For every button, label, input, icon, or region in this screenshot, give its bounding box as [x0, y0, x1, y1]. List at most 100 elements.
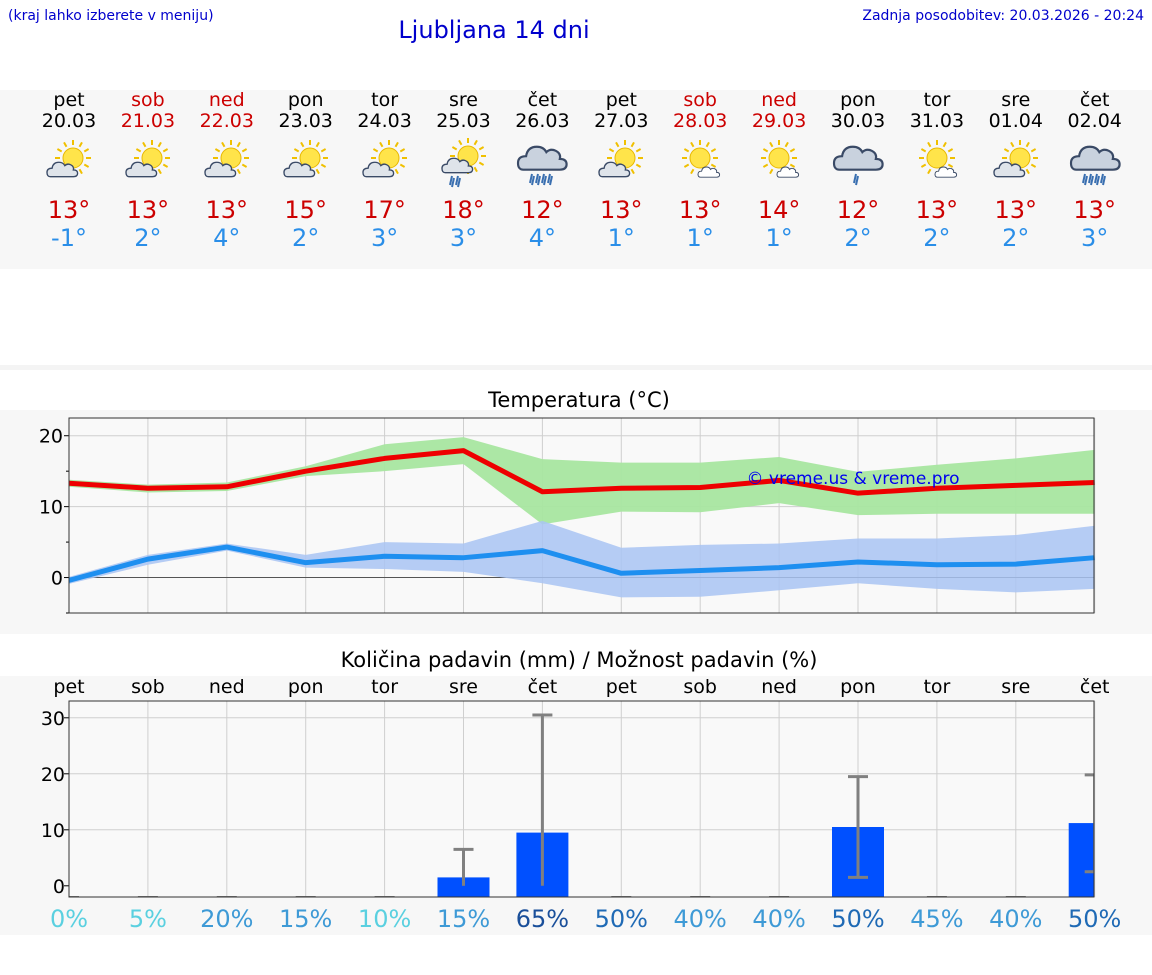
forecast-day: ned 22.03 13° 4°: [187, 90, 267, 252]
x-category-label: pon: [288, 676, 324, 698]
min-temperature: 2°: [923, 224, 951, 252]
max-temperature: 13°: [205, 196, 249, 224]
sun-small-cloud-icon: [660, 138, 740, 194]
max-temperature: 13°: [1073, 196, 1116, 224]
day-date: 26.03: [515, 110, 570, 132]
max-temperature: 18°: [442, 196, 485, 224]
min-temperature: 4°: [528, 224, 557, 252]
min-temperature: 2°: [844, 224, 872, 252]
min-temperature: 3°: [449, 224, 478, 252]
cloud-light-rain-icon: [818, 138, 898, 194]
precipitation-bar: [1068, 823, 1094, 897]
precipitation-plot: pet sob ned pon tor sre čet pet sob ned pon tor sre č…: [41, 676, 1122, 933]
day-name: pet: [53, 89, 85, 111]
precipitation-probability: 50%: [1068, 905, 1121, 933]
precipitation-probability: 50%: [595, 905, 648, 933]
max-temperature: 13°: [994, 196, 1038, 224]
precipitation-probability: 10%: [358, 905, 411, 933]
day-date: 22.03: [199, 110, 254, 132]
precipitation-probability: 40%: [674, 905, 727, 933]
y-tick-label: 10: [39, 497, 63, 519]
day-date: 23.03: [278, 110, 333, 132]
max-temperature: 15°: [284, 196, 327, 224]
precipitation-probability: 50%: [831, 905, 884, 933]
day-name: čet: [527, 89, 558, 111]
sun-cloud-icon: [345, 138, 425, 194]
max-temperature: 14°: [757, 196, 801, 224]
cloud-rain-icon: [1055, 138, 1135, 194]
precipitation-probability: 5%: [129, 905, 167, 933]
day-date: 27.03: [594, 110, 649, 132]
temperature-chart-title: Temperatura (°C): [488, 388, 670, 412]
sun-small-cloud-icon: [739, 138, 819, 194]
sun-cloud-icon: [976, 138, 1056, 194]
max-temperature: 13°: [126, 196, 170, 224]
plot-frame: [68, 700, 1095, 898]
day-name: sob: [683, 89, 717, 111]
forecast-day: tor 24.03 17° 3°: [345, 90, 425, 252]
max-temperature: 13°: [915, 196, 959, 224]
day-date: 30.03: [830, 110, 886, 132]
precipitation-marks: [69, 713, 1094, 897]
sun-cloud-icon: [108, 138, 188, 194]
day-date: 31.03: [909, 110, 965, 132]
day-name: ned: [208, 89, 245, 111]
day-date: 29.03: [751, 110, 807, 132]
y-tick-label: 10: [41, 820, 65, 842]
day-date: 20.03: [41, 110, 97, 132]
forecast-day: sre 01.04 13° 2°: [976, 90, 1056, 252]
forecast-day: pon 23.03 15° 2°: [266, 90, 346, 252]
day-name: pet: [605, 89, 637, 111]
plot-area: [69, 701, 1094, 897]
min-temperature: 3°: [1081, 224, 1109, 252]
precipitation-probability: 65%: [516, 905, 569, 933]
forecast-day: čet 02.04 13° 3°: [1055, 90, 1135, 252]
sun-cloud-icon: [187, 138, 267, 194]
y-tick-label: 0: [51, 568, 63, 590]
day-name: čet: [1079, 89, 1110, 111]
max-temperature: 17°: [363, 196, 406, 224]
x-category-label: pet: [53, 676, 84, 698]
max-temperature: 12°: [521, 196, 564, 224]
precipitation-probability: 45%: [910, 905, 963, 933]
min-temperature: 2°: [292, 224, 320, 252]
y-tick-label: 0: [53, 876, 65, 898]
max-temperature-line: [68, 448, 1095, 496]
min-temperature: 4°: [213, 224, 241, 252]
x-category-label: ned: [209, 676, 245, 698]
day-name: sre: [1001, 89, 1031, 111]
day-date: 25.03: [436, 110, 491, 132]
forecast-day: sob 28.03 13° 1°: [660, 90, 740, 252]
forecast-day: ned 29.03 14° 1°: [739, 90, 819, 252]
min-temperature: 2°: [134, 224, 162, 252]
precipitation-probability: 40%: [752, 905, 805, 933]
min-temperature: -1°: [51, 224, 87, 252]
max-temperature: 12°: [836, 196, 880, 224]
precipitation-probability: 0%: [50, 905, 88, 933]
day-name: pon: [287, 89, 324, 111]
precipitation-probability: 20%: [200, 905, 253, 933]
min-temperature: 1°: [607, 224, 635, 252]
x-category-label: čet: [1080, 676, 1110, 698]
day-date: 28.03: [672, 110, 728, 132]
page-title: Ljubljana 14 dni: [398, 16, 590, 44]
precipitation-probability: 15%: [437, 905, 490, 933]
last-update: Zadnja posodobitev: 20.03.2026 - 20:24: [862, 8, 1144, 24]
sun-small-cloud-icon: [897, 138, 977, 194]
x-category-label: tor: [371, 676, 398, 698]
x-category-label: tor: [923, 676, 950, 698]
x-category-label: sre: [449, 676, 478, 698]
x-category-label: pon: [840, 676, 876, 698]
sun-cloud-icon: [266, 138, 346, 194]
day-date: 01.04: [988, 110, 1043, 132]
min-temperature: 1°: [765, 224, 793, 252]
forecast-panel: [0, 90, 1152, 269]
sun-cloud-icon: [581, 138, 661, 194]
plot-frame: [68, 417, 1095, 614]
min-temperature-line: [68, 544, 1095, 583]
max-temperature-range: [69, 437, 1095, 525]
day-name: tor: [371, 89, 399, 111]
day-date: 21.03: [120, 110, 176, 132]
day-date: 02.04: [1067, 110, 1122, 132]
